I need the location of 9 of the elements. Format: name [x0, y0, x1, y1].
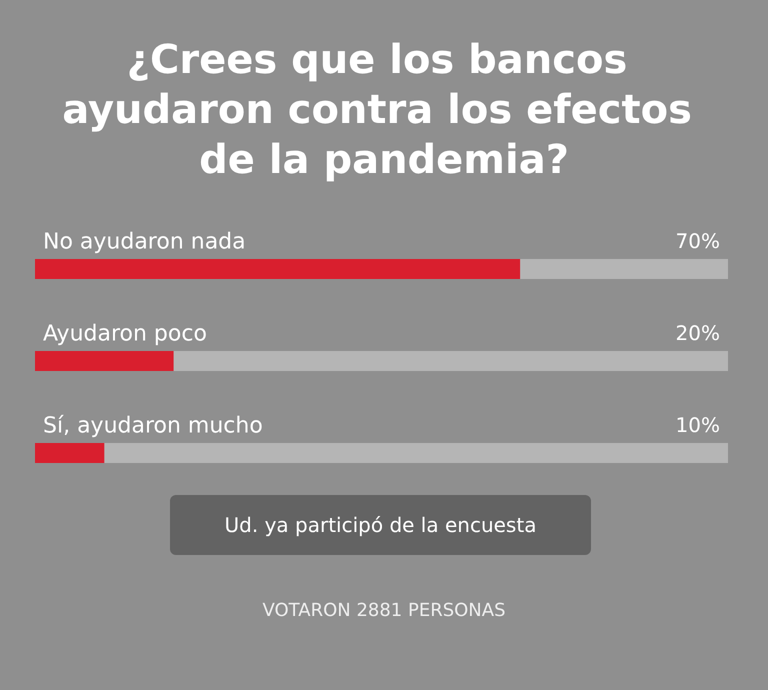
- chart-title: ¿Crees que los bancos ayudaron contra los efectos de la pandemia?: [62, 37, 706, 183]
- data-label: 70%: [676, 229, 720, 253]
- data-label: 10%: [676, 413, 720, 437]
- data-label: 20%: [676, 321, 720, 345]
- y-tick-label: Sí, ayudaron mucho: [43, 414, 263, 438]
- poll-status-button: Ud. ya participó de la encuesta: [170, 495, 591, 555]
- text: VOTARON 2881 PERSONAS: [262, 600, 506, 621]
- y-tick-label: Ayudaron poco: [43, 322, 207, 346]
- y-tick-label: No ayudaron nada: [43, 230, 246, 254]
